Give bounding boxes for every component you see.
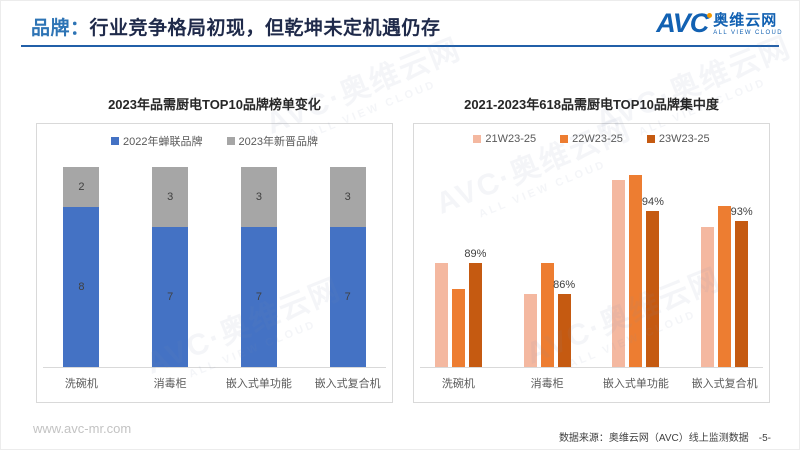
bar-value-label: 3 xyxy=(344,191,351,203)
x-axis-label: 洗碗机 xyxy=(64,378,98,390)
x-axis-label: 嵌入式单功能 xyxy=(602,378,669,390)
legend-item: 21W23-25 xyxy=(473,133,536,145)
stacked-bar-segment xyxy=(240,227,277,367)
grouped-bar xyxy=(646,211,660,367)
avc-logo-en: ALL VIEW CLOUD xyxy=(713,30,783,36)
legend-swatch-icon xyxy=(560,135,569,143)
percent-label: 94% xyxy=(641,196,664,208)
bar-value-label: 3 xyxy=(167,191,174,203)
grouped-bar xyxy=(612,180,626,367)
x-axis-label: 嵌入式复合机 xyxy=(691,378,758,390)
grouped-bar xyxy=(523,294,537,367)
bar-value-label: 3 xyxy=(255,191,262,203)
legend-label: 21W23-25 xyxy=(485,133,537,145)
avc-logo: AVC 奥维云网 ALL VIEW CLOUD xyxy=(656,8,783,38)
x-axis-label: 消毒柜 xyxy=(153,378,187,390)
header-divider xyxy=(21,45,779,47)
page-number: -5- xyxy=(758,433,771,444)
right-chart-title: 2021-2023年618品需厨电TOP10品牌集中度 xyxy=(464,97,719,112)
grouped-bar xyxy=(629,175,643,367)
legend-item: 2023年新晋品牌 xyxy=(226,133,318,149)
grouped-bar xyxy=(735,221,749,367)
legend-item: 2022年蝉联品牌 xyxy=(111,133,203,149)
grouped-bar xyxy=(718,206,732,367)
stacked-bar-segment xyxy=(63,167,100,207)
right-chart-panel: 21W23-25 22W23-25 23W23-25 89% 洗碗机 86% 消毒柜 94% 嵌… xyxy=(413,123,770,403)
x-axis-label: 嵌入式复合机 xyxy=(314,378,381,390)
legend-swatch-icon xyxy=(111,137,120,145)
stacked-bar-segment xyxy=(329,167,366,227)
bar-value-label: 7 xyxy=(167,291,174,303)
grouped-bar xyxy=(540,263,554,367)
percent-label: 86% xyxy=(553,279,576,291)
left-chart-panel: 2022年蝉联品牌 2023年新晋品牌 8 2 洗碗机 7 3 消毒柜 7 3 嵌入式单功能 7 3 嵌入… xyxy=(36,123,393,403)
legend-swatch-icon xyxy=(473,135,482,143)
stacked-bar-segment xyxy=(63,207,100,367)
legend-swatch-icon xyxy=(226,137,235,145)
x-axis-line xyxy=(43,367,386,368)
bar-value-label: 8 xyxy=(78,281,85,293)
page-title: 品牌：行业竞争格局初现，但乾坤未定机遇仍存 xyxy=(31,13,441,40)
legend-swatch-icon xyxy=(646,135,655,143)
x-axis-label: 消毒柜 xyxy=(530,378,564,390)
avc-logo-text: AVC xyxy=(656,8,709,38)
bar-value-label: 7 xyxy=(255,291,262,303)
avc-logo-cn: 奥维云网 xyxy=(713,12,778,29)
footer-website: www.avc-mr.com xyxy=(33,421,132,436)
footer-data-source: 数据来源：奥维云网（AVC）线上监测数据 -5- xyxy=(559,429,771,444)
logo-dot-icon xyxy=(707,13,713,18)
x-axis-label: 洗碗机 xyxy=(441,378,475,390)
page-title-prefix: 品牌： xyxy=(31,18,90,39)
bar-value-label: 7 xyxy=(344,291,351,303)
legend-item: 23W23-25 xyxy=(646,133,710,145)
data-source-text: 数据来源：奥维云网（AVC）线上监测数据 xyxy=(558,433,749,444)
legend-item: 22W23-25 xyxy=(560,133,623,145)
grouped-bar xyxy=(468,263,482,367)
grouped-bar xyxy=(434,263,448,367)
page-title-text: 行业竞争格局初现，但乾坤未定机遇仍存 xyxy=(89,18,441,39)
chart-legend: 21W23-25 22W23-25 23W23-25 xyxy=(414,133,769,145)
legend-label: 2023年新晋品牌 xyxy=(238,136,318,148)
avc-logo-names: 奥维云网 ALL VIEW CLOUD xyxy=(713,10,783,37)
chart-legend: 2022年蝉联品牌 2023年新晋品牌 xyxy=(37,133,392,149)
stacked-bar-segment xyxy=(329,227,366,367)
bar-value-label: 2 xyxy=(78,181,85,193)
x-axis-label: 嵌入式单功能 xyxy=(225,378,292,390)
percent-label: 89% xyxy=(464,248,487,260)
avc-logo-abbr: AVC xyxy=(656,8,713,38)
x-axis-line xyxy=(420,367,763,368)
grouped-bar xyxy=(557,294,571,367)
legend-label: 2022年蝉联品牌 xyxy=(123,136,203,148)
percent-label: 93% xyxy=(730,206,753,218)
stacked-bar-segment xyxy=(240,167,277,227)
grouped-bar xyxy=(701,227,715,367)
legend-label: 22W23-25 xyxy=(572,133,623,145)
stacked-bar-segment xyxy=(152,227,189,367)
left-chart-title: 2023年品需厨电TOP10品牌榜单变化 xyxy=(108,97,321,112)
stacked-bar-segment xyxy=(152,167,189,227)
legend-label: 23W23-25 xyxy=(658,133,710,145)
grouped-bar xyxy=(451,289,465,367)
